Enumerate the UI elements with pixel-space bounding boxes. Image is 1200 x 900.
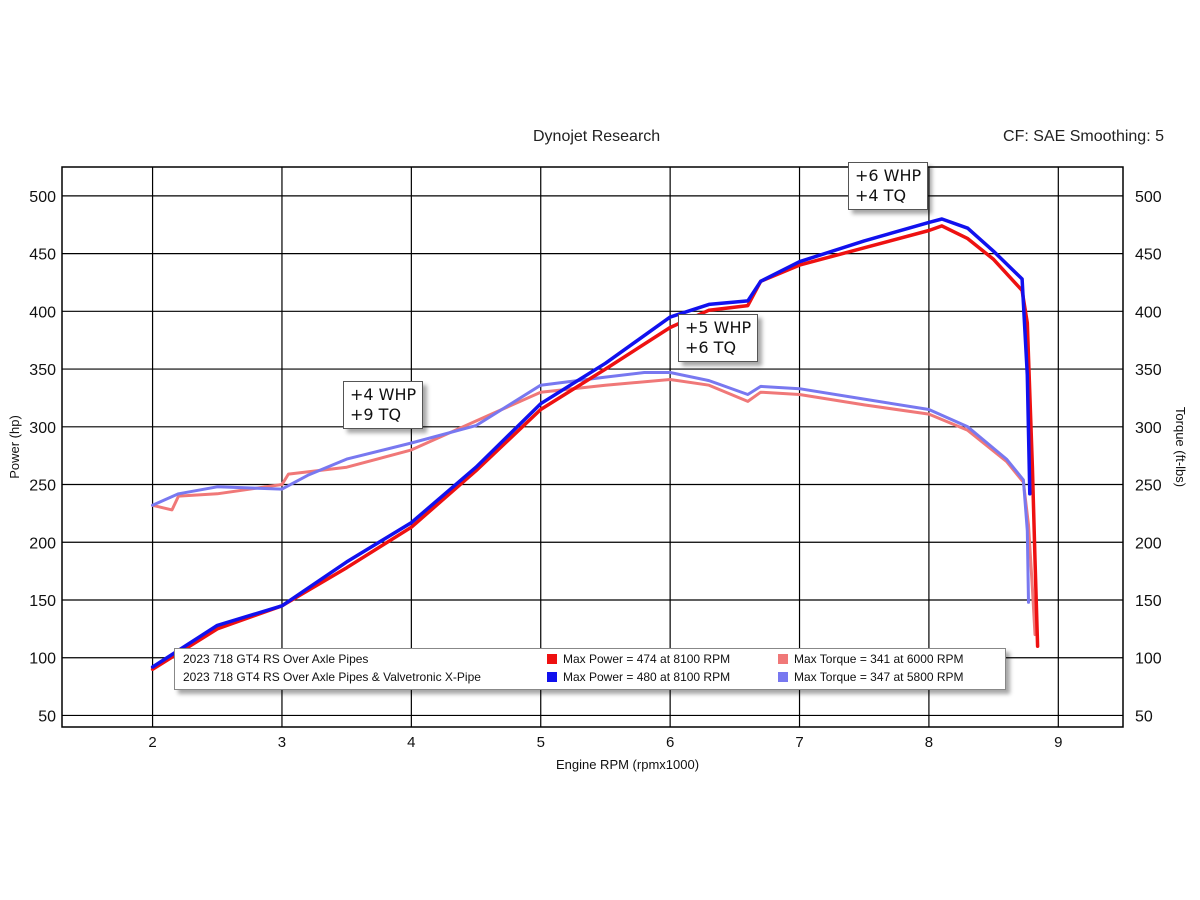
legend-torque-2-text: Max Torque = 347 at 5800 RPM — [794, 670, 964, 684]
legend-run-1: 2023 718 GT4 RS Over Axle Pipes — [183, 652, 369, 666]
legend-run-2: 2023 718 GT4 RS Over Axle Pipes & Valvet… — [183, 670, 481, 684]
gain-callout-high: +6 WHP +4 TQ — [848, 162, 929, 210]
chart-header-right: CF: SAE Smoothing: 5 — [1003, 128, 1164, 145]
legend-torque-1-text: Max Torque = 341 at 6000 RPM — [794, 652, 964, 666]
y-tick-label-left: 500 — [29, 189, 56, 206]
x-axis-label: Engine RPM (rpmx1000) — [556, 757, 699, 772]
y-tick-label-left: 450 — [29, 247, 56, 264]
y-tick-label-left: 200 — [29, 535, 56, 552]
callout-tq: +6 TQ — [685, 338, 737, 357]
legend-swatch — [547, 672, 557, 682]
gain-callout-mid: +5 WHP +6 TQ — [678, 314, 759, 362]
x-tick-label: 2 — [148, 734, 156, 751]
y-tick-label-right: 200 — [1135, 535, 1162, 552]
legend-swatch — [778, 654, 788, 664]
y-tick-label-right: 300 — [1135, 420, 1162, 437]
callout-tq: +9 TQ — [350, 405, 402, 424]
y-tick-label-right: 100 — [1135, 651, 1162, 668]
y-tick-label-left: 400 — [29, 304, 56, 321]
y-tick-label-left: 150 — [29, 593, 56, 610]
legend-swatch — [547, 654, 557, 664]
callout-tq: +4 TQ — [855, 186, 907, 205]
y-axis-label-right: Torque (ft-lbs) — [1173, 407, 1188, 487]
x-tick-label: 4 — [407, 734, 415, 751]
y-tick-label-left: 100 — [29, 651, 56, 668]
x-tick-label: 6 — [666, 734, 674, 751]
chart-header-left: Dynojet Research — [533, 128, 661, 145]
legend-power-1-text: Max Power = 474 at 8100 RPM — [563, 652, 731, 666]
y-tick-label-left: 250 — [29, 478, 56, 495]
y-tick-label-right: 500 — [1135, 189, 1162, 206]
y-tick-label-right: 350 — [1135, 362, 1162, 379]
legend-torque-2: Max Torque = 347 at 5800 RPM — [778, 670, 964, 684]
legend-power-1: Max Power = 474 at 8100 RPM — [547, 652, 730, 666]
y-tick-label-left: 300 — [29, 420, 56, 437]
y-tick-label-left: 50 — [38, 708, 56, 725]
chart-legend: 2023 718 GT4 RS Over Axle Pipes 2023 718… — [174, 648, 1006, 690]
y-tick-label-left: 350 — [29, 362, 56, 379]
y-axis-label-left: Power (hp) — [7, 415, 22, 479]
legend-torque-1: Max Torque = 341 at 6000 RPM — [778, 652, 964, 666]
x-tick-label: 7 — [795, 734, 803, 751]
y-tick-label-right: 150 — [1135, 593, 1162, 610]
x-tick-label: 8 — [925, 734, 933, 751]
y-tick-label-right: 400 — [1135, 304, 1162, 321]
plot-frame — [61, 166, 1124, 728]
y-tick-label-right: 450 — [1135, 247, 1162, 264]
y-tick-label-right: 50 — [1135, 708, 1153, 725]
x-tick-label: 9 — [1054, 734, 1062, 751]
y-tick-label-right: 250 — [1135, 478, 1162, 495]
legend-swatch — [778, 672, 788, 682]
callout-whp: +5 WHP — [685, 318, 752, 337]
callout-whp: +4 WHP — [350, 385, 417, 404]
legend-power-2: Max Power = 480 at 8100 RPM — [547, 670, 730, 684]
callout-whp: +6 WHP — [855, 166, 922, 185]
legend-power-2-text: Max Power = 480 at 8100 RPM — [563, 670, 731, 684]
power-curve-run-2 — [150, 217, 1032, 669]
gain-callout-low: +4 WHP +9 TQ — [343, 381, 424, 429]
torque-curve-run-2 — [151, 371, 1030, 604]
x-tick-label: 5 — [537, 734, 545, 751]
x-tick-label: 3 — [278, 734, 286, 751]
torque-curve-run-1 — [151, 378, 1037, 637]
